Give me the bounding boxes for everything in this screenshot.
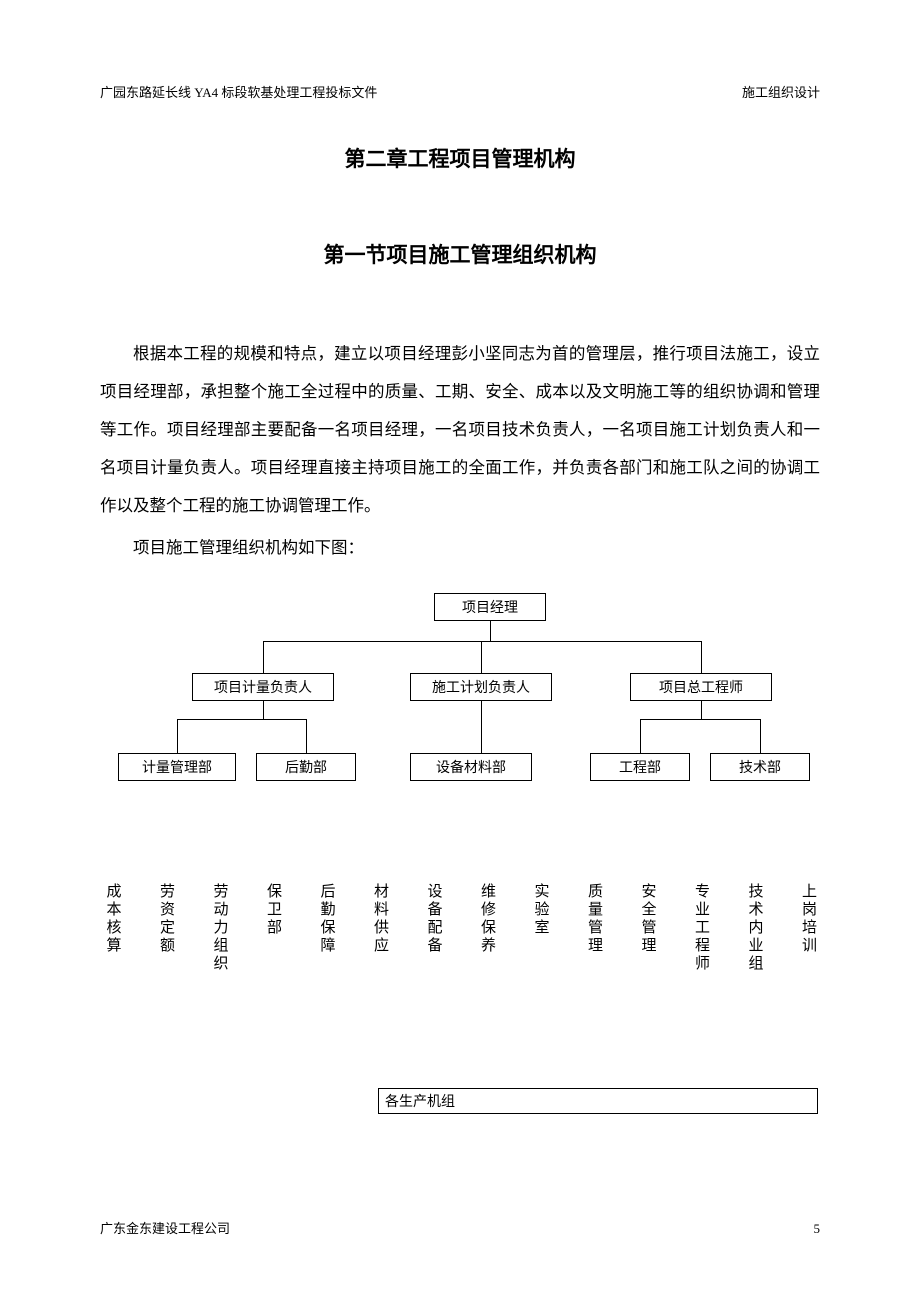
org-node-project-manager: 项目经理 [434, 593, 546, 621]
vertical-label-0: 成本核算 [104, 883, 121, 973]
org-connector-0 [490, 621, 491, 641]
org-node-level3-1: 后勤部 [256, 753, 356, 781]
paragraph-2: 项目施工管理组织机构如下图： [100, 529, 820, 567]
vertical-label-13: 上岗培训 [800, 883, 817, 973]
org-node-level2-1: 施工计划负责人 [410, 673, 552, 701]
vertical-label-11: 专业工程师 [693, 883, 710, 973]
paragraph-1: 根据本工程的规模和特点，建立以项目经理彭小坚同志为首的管理层，推行项目法施工，设… [100, 335, 820, 525]
vertical-label-4: 后勤保障 [318, 883, 335, 973]
org-connector-13 [760, 719, 761, 753]
org-node-level2-0: 项目计量负责人 [192, 673, 334, 701]
org-node-level3-3: 工程部 [590, 753, 690, 781]
vertical-label-row: 成本核算 劳资定额 劳动力组织 保卫部 后勤保障 材料供应 设备配备 维修保养 实验室 质量管理 安… [100, 883, 820, 973]
section-title: 第一节项目施工管理组织机构 [100, 239, 820, 269]
org-connector-1 [263, 641, 701, 642]
org-node-level2-2: 项目总工程师 [630, 673, 772, 701]
vertical-label-6: 设备配备 [425, 883, 442, 973]
org-connector-8 [306, 719, 307, 753]
org-node-level3-4: 技术部 [710, 753, 810, 781]
org-connector-3 [481, 641, 482, 673]
vertical-label-1: 劳资定额 [158, 883, 175, 973]
chapter-title: 第二章工程项目管理机构 [100, 143, 820, 173]
org-connector-4 [701, 641, 702, 673]
org-connector-6 [177, 719, 306, 720]
vertical-label-10: 安全管理 [639, 883, 656, 973]
vertical-label-5: 材料供应 [372, 883, 389, 973]
org-connector-5 [263, 701, 264, 719]
org-connector-11 [640, 719, 760, 720]
footer-company: 广东金东建设工程公司 [100, 1218, 230, 1237]
page-number: 5 [814, 1221, 821, 1237]
vertical-label-8: 实验室 [532, 883, 549, 973]
header-left: 广园东路延长线 YA4 标段软基处理工程投标文件 [100, 82, 377, 101]
vertical-label-12: 技术内业组 [746, 883, 763, 973]
vertical-label-9: 质量管理 [586, 883, 603, 973]
org-connector-7 [177, 719, 178, 753]
header-right: 施工组织设计 [742, 82, 820, 101]
bottom-group-box: 各生产机组 [378, 1088, 818, 1114]
vertical-label-3: 保卫部 [265, 883, 282, 973]
org-connector-10 [701, 701, 702, 719]
vertical-label-2: 劳动力组织 [211, 883, 228, 973]
org-connector-2 [263, 641, 264, 673]
org-node-level3-0: 计量管理部 [118, 753, 236, 781]
org-chart: 项目经理项目计量负责人 施工计划负责人 项目总工程师计量管理部后勤部 设备材料部 工程部… [100, 593, 820, 823]
vertical-label-7: 维修保养 [479, 883, 496, 973]
org-node-level3-2: 设备材料部 [410, 753, 532, 781]
org-connector-12 [640, 719, 641, 753]
org-connector-9 [481, 701, 482, 753]
